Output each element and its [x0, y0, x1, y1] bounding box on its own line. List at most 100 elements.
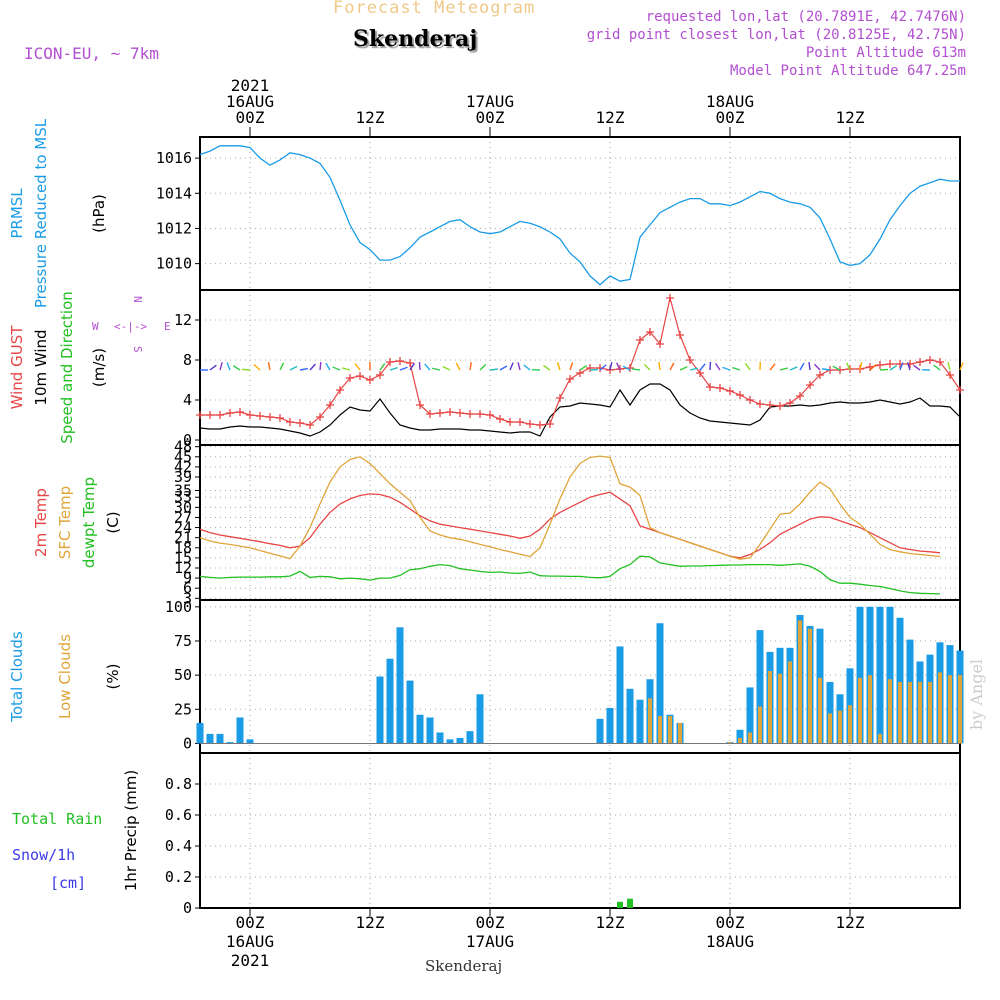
- total-cloud-bar: [376, 676, 384, 744]
- wind-direction-arrow: [409, 362, 415, 371]
- cloud-frame: [199, 599, 961, 754]
- gust-marker: [926, 356, 934, 364]
- footer-location: Skenderaj: [425, 957, 503, 975]
- gust-marker: [526, 420, 534, 428]
- wind-direction-arrow: [722, 366, 731, 371]
- low-cloud-bar: [818, 677, 822, 744]
- gust-marker: [416, 401, 424, 409]
- wind-direction-arrow: [699, 363, 706, 371]
- gridpoint-location: grid point closest lon,lat (20.8125E, 42…: [586, 27, 966, 43]
- wind-direction-arrow: [889, 365, 898, 371]
- gust-marker: [716, 384, 724, 392]
- wind-ytick-label: 0: [183, 431, 192, 449]
- wind-direction-arrow: [543, 364, 551, 371]
- low-cloud-bar: [858, 677, 862, 744]
- gust-marker: [256, 412, 264, 420]
- gust-marker: [506, 418, 514, 426]
- wind-direction-arrow: [813, 363, 821, 371]
- gust-marker: [756, 400, 764, 408]
- low-cloud-bar: [888, 679, 892, 744]
- wind-direction-arrow: [569, 362, 574, 371]
- wind-direction-arrow: [933, 364, 941, 371]
- wind-ytick-label: 12: [174, 311, 192, 329]
- temp-ytick-label: 18: [174, 539, 192, 557]
- gust-marker: [816, 371, 824, 379]
- wind-direction-arrow: [689, 367, 698, 371]
- gust-marker: [266, 413, 274, 421]
- wind-direction-arrow: [499, 365, 508, 371]
- bottom-axis-label: 2021: [231, 951, 270, 970]
- total-cloud-bar: [446, 739, 454, 744]
- wind-direction-arrow: [959, 362, 964, 371]
- total-cloud-bar: [426, 717, 434, 744]
- gust-marker: [576, 369, 584, 377]
- temp-line-2: [199, 555, 941, 595]
- bottom-axis-label: 12Z: [836, 913, 865, 932]
- precip-ytick-label: 0.8: [165, 775, 192, 793]
- gust-marker: [326, 401, 334, 409]
- pressure-panel: 1010 1012 1014 1016: [156, 136, 961, 291]
- wind-direction-arrow: [523, 364, 531, 371]
- cloud-ytick-label: 25: [174, 700, 192, 718]
- low-cloud-bar: [848, 705, 852, 744]
- wind-direction-arrow: [379, 363, 386, 371]
- wind-direction-arrow: [714, 362, 721, 371]
- low-cloud-bar: [728, 742, 732, 744]
- low-cloud-bar: [738, 737, 742, 744]
- temp-ytick-label: 48: [174, 438, 192, 456]
- wind-direction-arrow: [906, 362, 911, 371]
- gust-marker: [936, 358, 944, 366]
- gust-marker: [686, 356, 694, 364]
- wind-direction-arrow: [232, 365, 241, 371]
- total-cloud-bar: [406, 680, 414, 744]
- pressure-line: [199, 145, 960, 286]
- low-cloud-bar: [648, 698, 652, 744]
- total-cloud-bar: [896, 617, 904, 744]
- low-cloud-bar: [938, 672, 942, 744]
- cloud-ytick-label: 50: [174, 666, 192, 684]
- total-cloud-bar: [596, 718, 604, 744]
- gust-marker: [446, 408, 454, 416]
- wind-direction-arrow: [219, 362, 223, 371]
- wind-direction-arrow: [241, 368, 251, 371]
- panel-label-cloud: (%): [104, 664, 122, 690]
- wind-direction-arrow: [309, 363, 316, 371]
- gust-marker: [276, 414, 284, 422]
- wind-direction-arrow: [808, 361, 811, 371]
- total-cloud-bar: [196, 722, 204, 744]
- bottom-axis-label: 00Z: [716, 913, 745, 932]
- temp-ytick-label: 3: [183, 589, 192, 607]
- wind-direction-arrow: [517, 362, 521, 371]
- rain-bar: [627, 898, 633, 908]
- wind-direction-arrow: [859, 362, 863, 371]
- wind-direction-arrow: [399, 366, 408, 371]
- wind-direction-arrow: [913, 364, 921, 371]
- precip-ytick-label: 0: [183, 899, 192, 917]
- top-axis-label: 2021: [231, 76, 270, 95]
- wind-direction-arrow: [226, 362, 231, 371]
- gust-marker: [916, 358, 924, 366]
- top-axis-label: 16AUG: [226, 92, 274, 111]
- gust-marker: [376, 371, 384, 379]
- temp-ytick-label: 35: [174, 481, 192, 499]
- temp-ytick-label: 21: [174, 529, 192, 547]
- wind-direction-arrow: [622, 365, 631, 371]
- total-cloud-bar: [636, 699, 644, 744]
- temp-ytick-label: 39: [174, 468, 192, 486]
- low-cloud-bar: [748, 732, 752, 744]
- page-title: Skenderaj: [353, 26, 478, 52]
- wind-direction-arrow: [744, 363, 751, 371]
- total-cloud-bar: [886, 606, 894, 744]
- top-axis-label: 12Z: [836, 108, 865, 127]
- total-cloud-bar: [236, 717, 244, 744]
- panel-label-pressure: (hPa): [90, 194, 108, 233]
- gust-marker: [406, 359, 414, 367]
- pressure-ytick-label: 1010: [156, 255, 192, 273]
- low-cloud-bar: [908, 681, 912, 744]
- wind-direction-arrow: [342, 367, 351, 371]
- gust-marker: [556, 394, 564, 402]
- panel-label-wind: 10m Wind: [32, 329, 50, 405]
- model-point-altitude: Model Point Altitude 647.25m: [729, 63, 966, 79]
